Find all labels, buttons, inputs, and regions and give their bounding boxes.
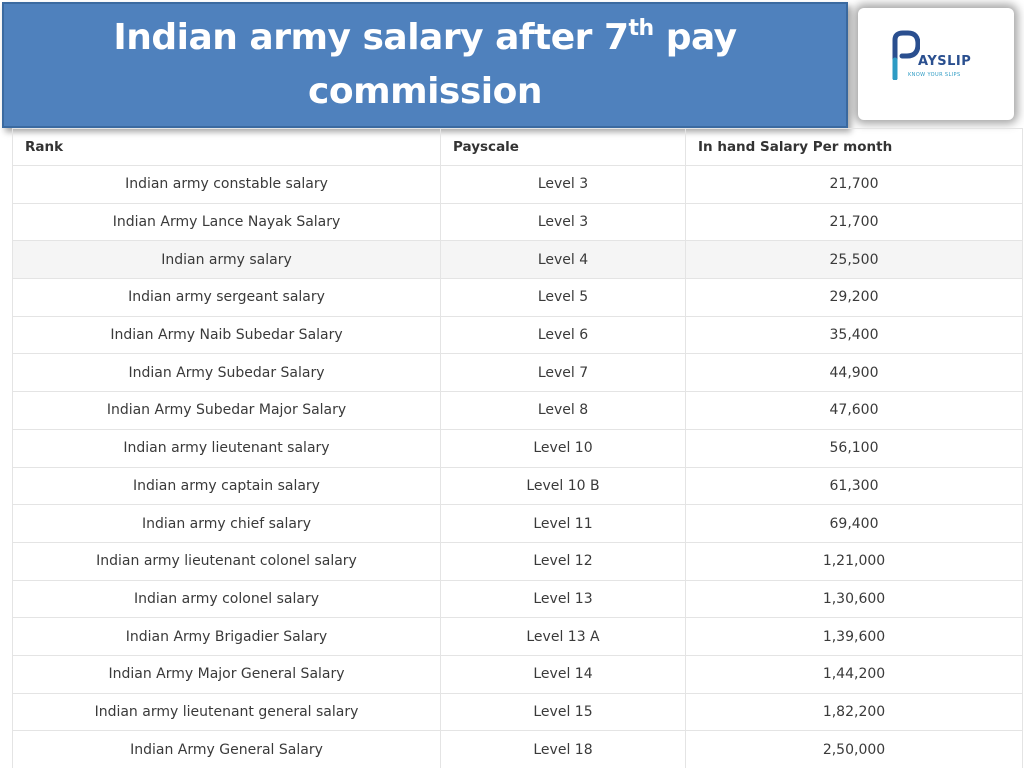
title-line-1-suffix: pay [653,17,737,58]
payscale-cell: Level 4 [440,240,686,280]
payslip-logo: AYSLIP KNOW YOUR SLIPS [858,8,1014,120]
table-row: Indian Army Naib Subedar Salary Level 6 35… [12,315,1023,355]
rank-cell: Indian Army Brigadier Salary [12,617,441,656]
salary-table: Rank Payscale In hand Salary Per month I… [12,128,1023,768]
rank-cell: Indian army chief salary [12,504,441,543]
salary-cell: 21,700 [685,202,1023,242]
header-payscale: Payscale [440,128,686,166]
payscale-cell: Level 11 [440,504,686,543]
title-line-2: commission [308,71,543,112]
payscale-cell: Level 7 [440,353,686,393]
salary-cell: 69,400 [685,504,1023,543]
rank-cell: Indian Army Naib Subedar Salary [12,315,441,355]
salary-cell: 25,500 [685,240,1023,280]
header-rank: Rank [12,128,441,166]
title-line-1-text: Indian army salary after 7 [113,17,629,58]
title-line-1: Indian army salary after 7th pay [113,11,737,65]
header-salary: In hand Salary Per month [685,128,1023,166]
payslip-p-icon [892,30,920,80]
rank-cell: Indian Army Lance Nayak Salary [12,202,441,242]
salary-cell: 47,600 [685,391,1023,430]
table-row: Indian Army General Salary Level 18 2,50,0… [12,730,1023,768]
table-row: Indian army chief salary Level 11 69,400 [12,504,1023,543]
salary-cell: 44,900 [685,353,1023,393]
rank-cell: Indian army sergeant salary [12,278,441,317]
table-row: Indian Army Brigadier Salary Level 13 A 1,… [12,617,1023,656]
salary-cell: 1,82,200 [685,692,1023,732]
table-row: Indian army lieutenant general salary Lev… [12,692,1023,732]
rank-cell: Indian Army General Salary [12,730,441,768]
salary-cell: 1,30,600 [685,579,1023,619]
rank-cell: Indian Army Subedar Salary [12,353,441,393]
salary-cell: 29,200 [685,278,1023,317]
rank-cell: Indian Army Major General Salary [12,654,441,694]
salary-cell: 1,39,600 [685,617,1023,656]
table-row: Indian army salary Level 4 25,500 [12,240,1023,280]
rank-cell: Indian army colonel salary [12,579,441,619]
slide-title: Indian army salary after 7th pay commiss… [2,2,848,128]
salary-cell: 35,400 [685,315,1023,355]
rank-cell: Indian army constable salary [12,165,441,204]
logo-brand-text: AYSLIP [918,54,972,69]
payscale-cell: Level 14 [440,654,686,694]
table-row: Indian army colonel salary Level 13 1,30,6… [12,579,1023,619]
table-header-row: Rank Payscale In hand Salary Per month [12,128,1023,166]
logo-tagline: KNOW YOUR SLIPS [908,72,961,78]
rank-cell: Indian army captain salary [12,466,441,506]
payscale-cell: Level 12 [440,541,686,581]
salary-cell: 2,50,000 [685,730,1023,768]
rank-cell: Indian army lieutenant salary [12,428,441,468]
payscale-cell: Level 8 [440,391,686,430]
payscale-cell: Level 5 [440,278,686,317]
salary-cell: 21,700 [685,165,1023,204]
table-row: Indian Army Subedar Salary Level 7 44,900 [12,353,1023,393]
title-superscript: th [628,16,655,41]
payscale-cell: Level 10 [440,428,686,468]
table-row: Indian army lieutenant colonel salary Lev… [12,541,1023,581]
payscale-cell: Level 3 [440,202,686,242]
table-row: Indian Army Lance Nayak Salary Level 3 21,… [12,202,1023,242]
rank-cell: Indian Army Subedar Major Salary [12,391,441,430]
table-row: Indian army sergeant salary Level 5 29,200 [12,278,1023,317]
rank-cell: Indian army salary [12,240,441,280]
salary-cell: 56,100 [685,428,1023,468]
payscale-cell: Level 10 B [440,466,686,506]
rank-cell: Indian army lieutenant colonel salary [12,541,441,581]
salary-cell: 1,44,200 [685,654,1023,694]
payscale-cell: Level 15 [440,692,686,732]
salary-cell: 1,21,000 [685,541,1023,581]
table-row: Indian army constable salary Level 3 21,70… [12,165,1023,204]
payscale-cell: Level 18 [440,730,686,768]
table-row: Indian Army Major General Salary Level 14… [12,654,1023,694]
salary-cell: 61,300 [685,466,1023,506]
payscale-cell: Level 3 [440,165,686,204]
payscale-cell: Level 13 [440,579,686,619]
payscale-cell: Level 13 A [440,617,686,656]
table-row: Indian army lieutenant salary Level 10 56,… [12,428,1023,468]
rank-cell: Indian army lieutenant general salary [12,692,441,732]
table-row: Indian army captain salary Level 10 B 61,3… [12,466,1023,506]
payscale-cell: Level 6 [440,315,686,355]
